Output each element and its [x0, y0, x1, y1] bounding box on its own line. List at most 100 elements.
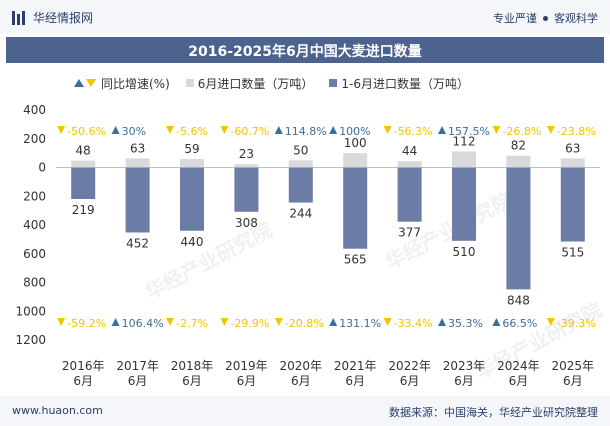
- y-tick-label: 800: [23, 276, 46, 290]
- june-growth-down-icon: [220, 126, 229, 134]
- brand[interactable]: 华经情报网: [12, 9, 93, 26]
- cum-growth-down-icon: [220, 318, 229, 326]
- cum-bar: [343, 167, 368, 249]
- y-tick-label: 400: [23, 218, 46, 232]
- june-bar: [288, 160, 313, 168]
- june-bar: [452, 151, 476, 168]
- cum-value-label: 565: [344, 253, 367, 267]
- cum-value-label: 308: [235, 216, 258, 230]
- june-bar: [71, 160, 96, 168]
- cum-bar: [397, 167, 422, 222]
- legend-june-swatch: [185, 79, 194, 87]
- legend-growth-label: 同比增速(%): [101, 76, 170, 91]
- cum-bar: [180, 167, 204, 231]
- june-value-label: 100: [344, 136, 367, 150]
- x-tick-label: 6月: [563, 374, 583, 388]
- chart: 华经产业研究院 华经产业研究院华经产业研究院4002000200400600800…: [15, 103, 606, 388]
- y-tick-label: 1200: [15, 333, 46, 347]
- june-growth-up-icon: [438, 126, 446, 134]
- june-bar: [397, 161, 422, 168]
- y-tick-label: 1000: [15, 304, 46, 318]
- slogan: 专业严谨 客观科学: [493, 10, 598, 26]
- cum-growth-label: 131.1%: [339, 317, 381, 330]
- x-tick-label: 6月: [73, 374, 93, 388]
- cum-value-label: 377: [398, 226, 421, 240]
- legend-june-label: 6月进口数量（万吨）: [197, 76, 314, 91]
- x-tick-label: 2020年: [280, 359, 323, 373]
- triangle-up-icon: [74, 79, 84, 87]
- title-bar: 2016-2025年6月中国大麦进口数量: [6, 37, 604, 63]
- cum-bar: [452, 167, 476, 241]
- legend-cum: 1-6月进口数量（万吨）: [329, 75, 469, 92]
- triangle-down-icon: [86, 79, 96, 87]
- website-link[interactable]: www.huaon.com: [12, 404, 103, 417]
- cum-growth-up-icon: [438, 318, 446, 326]
- cum-bar: [125, 167, 150, 233]
- x-tick-label: 6月: [182, 374, 202, 388]
- june-growth-label: -5.6%: [176, 125, 208, 138]
- cum-value-label: 244: [289, 207, 312, 221]
- june-growth-down-icon: [492, 126, 501, 134]
- x-tick-label: 6月: [291, 374, 311, 388]
- x-tick-label: 2021年: [334, 359, 377, 373]
- cum-growth-label: -2.7%: [176, 317, 208, 330]
- x-tick-label: 6月: [400, 374, 420, 388]
- cum-growth-label: -59.2%: [67, 317, 106, 330]
- legend: 同比增速(%) 6月进口数量（万吨） 1-6月进口数量（万吨）: [74, 74, 485, 92]
- legend-growth: 同比增速(%): [74, 75, 170, 92]
- footer: www.huaon.com 数据来源：中国海关，华经产业研究院整理: [0, 396, 610, 426]
- cum-growth-label: -39.3%: [557, 317, 596, 330]
- legend-cum-swatch: [329, 79, 338, 87]
- cum-growth-label: 106.4%: [122, 317, 164, 330]
- y-tick-label: 0: [38, 161, 46, 175]
- watermark-0: 华经产业研究院: [141, 217, 276, 304]
- brand-name: 华经情报网: [33, 11, 94, 25]
- june-bar: [560, 158, 585, 168]
- cum-growth-label: 35.3%: [448, 317, 483, 330]
- cum-growth-down-icon: [274, 318, 283, 326]
- cum-value-label: 440: [181, 235, 204, 249]
- june-value-label: 82: [511, 139, 526, 153]
- cum-growth-label: -29.9%: [230, 317, 269, 330]
- x-tick-label: 2023年: [443, 359, 486, 373]
- cum-value-label: 452: [126, 236, 149, 250]
- june-bar: [234, 164, 259, 168]
- logo-icon: [12, 10, 25, 25]
- chart-title: 2016-2025年6月中国大麦进口数量: [188, 44, 422, 60]
- june-growth-down-icon: [383, 126, 392, 134]
- x-tick-label: 2016年: [62, 359, 105, 373]
- cum-growth-label: -33.4%: [394, 317, 433, 330]
- june-value-label: 63: [565, 141, 580, 155]
- june-growth-up-icon: [111, 126, 120, 134]
- cum-growth-label: -20.8%: [285, 317, 324, 330]
- x-tick-label: 2019年: [225, 359, 268, 373]
- cum-value-label: 848: [507, 293, 530, 307]
- slogan-b: 客观科学: [554, 12, 598, 25]
- cum-growth-down-icon: [546, 318, 555, 326]
- cum-bar: [288, 167, 313, 203]
- x-tick-label: 6月: [237, 374, 257, 388]
- x-tick-label: 2022年: [388, 359, 431, 373]
- data-source: 数据来源：中国海关，华经产业研究院整理: [389, 406, 598, 419]
- june-value-label: 50: [293, 143, 308, 157]
- legend-june: 6月进口数量（万吨）: [185, 75, 314, 92]
- cum-growth-down-icon: [166, 318, 174, 326]
- june-bar: [180, 159, 204, 168]
- cum-bar: [71, 167, 96, 199]
- june-value-label: 59: [184, 142, 199, 156]
- june-growth-label: -60.7%: [230, 125, 269, 138]
- y-tick-label: 200: [23, 189, 46, 203]
- june-bar: [125, 158, 150, 168]
- june-growth-down-icon: [166, 126, 174, 134]
- june-bar: [343, 153, 368, 168]
- june-growth-label: -50.6%: [67, 125, 106, 138]
- x-tick-label: 6月: [454, 374, 474, 388]
- june-growth-label: -26.8%: [502, 125, 541, 138]
- y-tick-label: 200: [23, 132, 46, 146]
- june-growth-label: 30%: [122, 125, 146, 138]
- cum-growth-up-icon: [111, 318, 120, 326]
- x-tick-label: 2017年: [116, 359, 159, 373]
- cum-bar: [234, 167, 259, 212]
- cum-growth-down-icon: [57, 318, 66, 326]
- x-tick-label: 6月: [509, 374, 529, 388]
